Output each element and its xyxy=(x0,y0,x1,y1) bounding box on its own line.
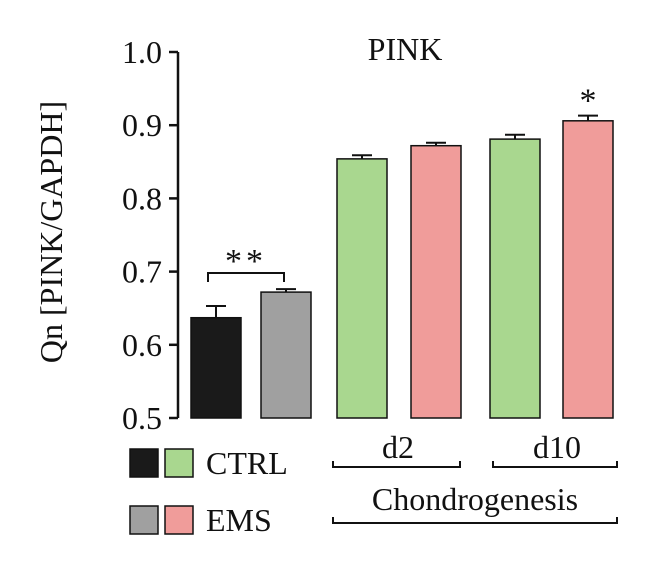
legend-label: CTRL xyxy=(206,445,288,481)
legend-swatch xyxy=(129,448,159,478)
y-axis-label: Qn [PINK/GAPDH] xyxy=(33,101,69,363)
bars xyxy=(190,114,614,419)
bar-d10-ctrl xyxy=(489,138,541,419)
significance-annotations: *** xyxy=(207,83,597,282)
group-label: d2 xyxy=(382,429,414,465)
bar-d2-ctrl xyxy=(336,158,388,419)
significance-label: ** xyxy=(225,243,267,280)
y-tick-label: 0.5 xyxy=(122,400,162,436)
y-tick-label: 0.9 xyxy=(122,107,162,143)
bar-d10-ems xyxy=(562,120,614,419)
legend-swatch xyxy=(164,505,194,535)
y-tick-label: 0.8 xyxy=(122,180,162,216)
y-axis: 0.5 0.6 0.7 0.8 0.9 1.0 xyxy=(122,34,180,436)
bar-d2-ems xyxy=(410,144,462,419)
y-tick-label: 0.7 xyxy=(122,254,162,290)
significance-label: * xyxy=(580,83,597,120)
significance-bracket xyxy=(207,272,285,282)
bar-monolayer-ems xyxy=(260,291,312,419)
y-tick-label: 0.6 xyxy=(122,327,162,363)
group-bracket xyxy=(332,461,461,468)
legend-label: EMS xyxy=(206,502,272,538)
chondrogenesis-label: Chondrogenesis xyxy=(372,481,578,517)
legend: CTRL EMS xyxy=(129,445,288,538)
legend-swatch xyxy=(164,448,194,478)
x-group-labels: d2 d10 Chondrogenesis xyxy=(332,429,618,524)
group-bracket xyxy=(492,461,618,468)
bar-monolayer-ctrl xyxy=(190,316,242,419)
chondrogenesis-bracket xyxy=(332,517,618,524)
legend-swatch xyxy=(129,505,159,535)
y-tick-label: 1.0 xyxy=(122,34,162,70)
group-label: d10 xyxy=(533,429,581,465)
chart-title: PINK xyxy=(368,31,443,67)
